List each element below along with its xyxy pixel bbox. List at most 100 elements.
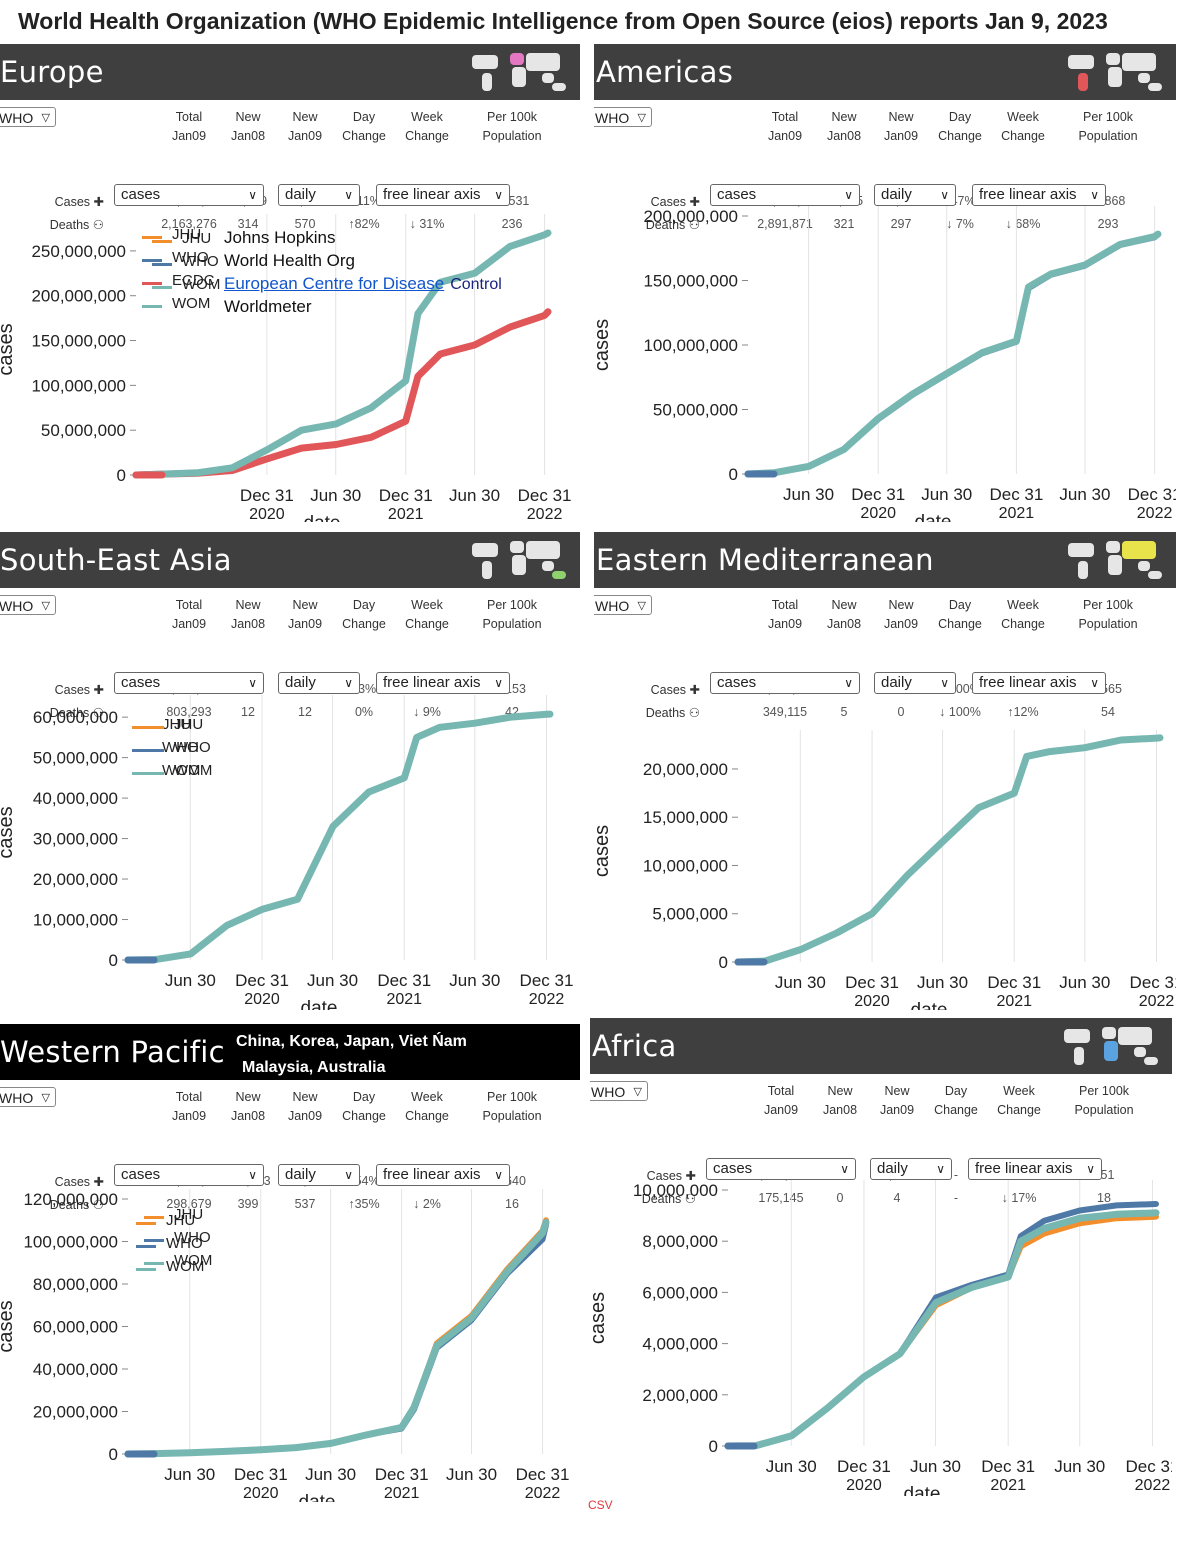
source-select[interactable]: WHO ▽: [0, 1087, 56, 1107]
stats-header: New Jan08: [222, 596, 274, 634]
page-title: World Health Organization (WHO Epidemic …: [18, 8, 1108, 34]
series-line-wom: [132, 229, 552, 479]
x-axis-title: date: [915, 512, 952, 522]
axis-select[interactable]: free linear axis ∨: [972, 672, 1106, 694]
y-tick-label: 0: [729, 465, 738, 484]
region-title: Eastern Mediterranean: [596, 543, 934, 577]
x-tick-label: Dec 31: [837, 1457, 891, 1476]
interval-select[interactable]: daily ∨: [278, 184, 360, 206]
interval-select[interactable]: daily ∨: [874, 672, 956, 694]
y-tick-label: 50,000,000: [653, 401, 738, 420]
legend-note: World Health Org: [224, 251, 356, 270]
interval-select[interactable]: daily ∨: [870, 1158, 952, 1180]
stats-header: Week Change: [996, 108, 1050, 146]
deaths-row-label: Deaths ⚇: [49, 1198, 104, 1212]
chevron-down-icon: ∨: [248, 676, 257, 690]
map-landmass: [1064, 1029, 1090, 1043]
header-line: Per 100k: [1082, 110, 1134, 124]
y-tick-label: 50,000,000: [41, 421, 126, 440]
axis-select[interactable]: free linear axis ∨: [376, 672, 510, 694]
header-line: Day: [948, 110, 972, 124]
stats-table: Total Jan09 New Jan08 New Jan09 Day Change Week C…: [0, 1080, 580, 1212]
interval-select[interactable]: daily ∨: [278, 672, 360, 694]
header-line: New: [831, 110, 857, 124]
world-map-icon: [1064, 1027, 1158, 1065]
chevron-down-icon: ∨: [940, 188, 949, 202]
y-tick-label: 250,000,000: [31, 242, 126, 261]
header-line: New: [292, 598, 318, 612]
legend-label: WOM: [166, 1258, 205, 1275]
deaths-row-label: Deaths ⚇: [49, 218, 104, 232]
stat-cell: 297: [890, 217, 912, 231]
series-line-wom: [124, 1218, 550, 1458]
y-tick-label: 6,000,000: [642, 1283, 718, 1302]
metric-select[interactable]: cases ∨: [710, 672, 860, 694]
stats-header: Total Jan09: [748, 1082, 814, 1120]
stats-header: Week Change: [400, 108, 454, 146]
x-tick-year: 2022: [525, 1485, 561, 1502]
source-select[interactable]: WHO ▽: [594, 595, 652, 615]
chevron-down-icon: ∨: [344, 188, 353, 202]
y-tick-label: 20,000,000: [33, 870, 118, 889]
legend-note[interactable]: European Centre for Disease Control: [224, 274, 502, 293]
chevron-down-icon: ∨: [940, 676, 949, 690]
chevron-down-icon: ∨: [344, 1168, 353, 1182]
y-tick-label: 150,000,000: [643, 272, 738, 291]
x-tick-year: 2021: [384, 1485, 420, 1502]
x-axis-title: date: [304, 513, 341, 522]
metric-select[interactable]: cases ∨: [706, 1158, 856, 1180]
panel-header: Europe: [0, 44, 580, 100]
header-line: Change: [342, 1109, 386, 1123]
x-tick-label: Dec 31: [518, 486, 572, 505]
legend-swatch: [144, 749, 164, 752]
interval-select[interactable]: daily ∨: [278, 1164, 360, 1186]
stats-header: Total Jan09: [752, 108, 818, 146]
header-line: Population: [1078, 129, 1138, 143]
chevron-down-icon: ∨: [1090, 188, 1099, 202]
source-select[interactable]: WHO ▽: [590, 1081, 648, 1101]
source-select[interactable]: WHO ▽: [0, 107, 56, 127]
header-line: Jan08: [230, 617, 266, 631]
stat-cell: 803,293: [166, 705, 212, 719]
region-title: South-East Asia: [0, 543, 232, 577]
metric-select[interactable]: cases ∨: [114, 1164, 264, 1186]
y-tick-label: 200,000,000: [31, 287, 126, 306]
metric-select[interactable]: cases ∨: [114, 184, 264, 206]
csv-link[interactable]: CSV: [588, 1498, 613, 1512]
axis-select[interactable]: free linear axis ∨: [376, 1164, 510, 1186]
map-landmass: [482, 561, 492, 579]
header-line: Jan09: [287, 129, 323, 143]
y-tick-label: 20,000,000: [643, 760, 728, 779]
map-landmass: [1068, 543, 1094, 557]
chevron-down-icon: ∨: [344, 676, 353, 690]
header-line: Total: [175, 598, 203, 612]
header-line: Jan08: [230, 1109, 266, 1123]
x-tick-label: Jun 30: [164, 1465, 215, 1484]
interval-select[interactable]: daily ∨: [874, 184, 956, 206]
x-tick-year: 2022: [1139, 993, 1175, 1010]
chevron-down-icon: ▽: [633, 1086, 642, 1098]
map-landmass: [1068, 55, 1094, 69]
source-select[interactable]: WHO ▽: [594, 107, 652, 127]
axis-select[interactable]: free linear axis ∨: [968, 1158, 1102, 1180]
axis-select[interactable]: free linear axis ∨: [972, 184, 1106, 206]
legend-swatch: [144, 1262, 164, 1265]
header-line: Week: [411, 1090, 443, 1104]
header-line: Jan08: [230, 129, 266, 143]
metric-select[interactable]: cases ∨: [710, 184, 860, 206]
axis-select[interactable]: free linear axis ∨: [376, 184, 510, 206]
stats-header: Week Change: [400, 1088, 454, 1126]
stat-cell: ↓ 100%: [939, 705, 981, 719]
metric-select[interactable]: cases ∨: [114, 672, 264, 694]
header-line: Week: [411, 110, 443, 124]
x-tick-label: Dec 31: [1126, 1457, 1172, 1476]
chart-area: 0 5,000,000 10,000,000 15,000,000 20,000,000…: [594, 730, 1176, 1010]
header-line: Jan09: [763, 1103, 799, 1117]
interval-select-value: daily: [285, 674, 316, 691]
stat-cell: ↑35%: [348, 1197, 380, 1211]
stat-cell: ↓ 31%: [409, 217, 445, 231]
map-landmass: [512, 555, 526, 575]
chevron-down-icon: ▽: [41, 112, 50, 124]
source-select[interactable]: WHO ▽: [0, 595, 56, 615]
y-axis-title: cases: [590, 1292, 609, 1344]
